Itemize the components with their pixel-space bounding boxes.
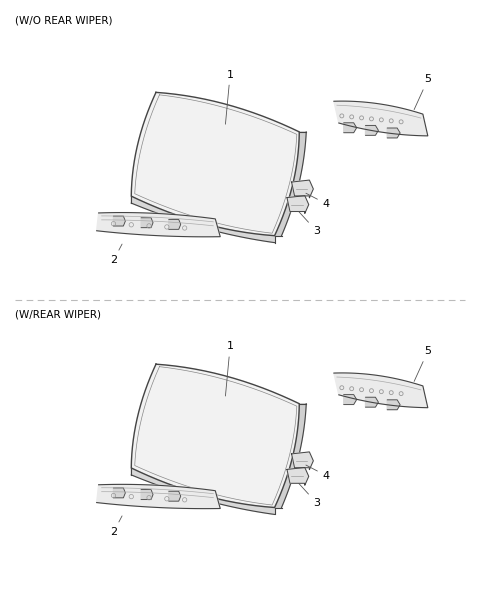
Polygon shape [96, 213, 220, 237]
Text: 4: 4 [306, 465, 330, 481]
Polygon shape [113, 216, 125, 226]
Polygon shape [387, 400, 400, 410]
Polygon shape [141, 489, 153, 499]
Text: 3: 3 [299, 211, 320, 236]
Polygon shape [344, 395, 357, 405]
Text: 4: 4 [306, 193, 330, 209]
Text: 2: 2 [110, 244, 122, 266]
Polygon shape [366, 397, 378, 407]
Polygon shape [141, 218, 153, 228]
Polygon shape [334, 373, 428, 408]
Polygon shape [287, 196, 309, 213]
Polygon shape [131, 92, 300, 236]
Text: 2: 2 [110, 516, 122, 537]
Polygon shape [291, 452, 313, 469]
Polygon shape [287, 468, 309, 485]
Polygon shape [366, 125, 378, 135]
Text: 5: 5 [414, 74, 432, 110]
Polygon shape [275, 132, 306, 236]
Polygon shape [334, 101, 428, 136]
Polygon shape [113, 488, 125, 498]
Polygon shape [96, 484, 220, 509]
Text: 1: 1 [226, 342, 234, 396]
Polygon shape [344, 123, 357, 133]
Polygon shape [169, 491, 180, 501]
Text: (W/REAR WIPER): (W/REAR WIPER) [14, 310, 101, 320]
Text: (W/O REAR WIPER): (W/O REAR WIPER) [14, 15, 112, 25]
Polygon shape [387, 128, 400, 138]
Text: 5: 5 [414, 346, 432, 382]
Polygon shape [275, 403, 306, 508]
Polygon shape [131, 364, 300, 508]
Text: 3: 3 [299, 484, 320, 508]
Polygon shape [291, 180, 313, 198]
Polygon shape [169, 220, 180, 229]
Text: 1: 1 [226, 70, 234, 124]
Polygon shape [131, 468, 275, 514]
Polygon shape [131, 196, 275, 243]
